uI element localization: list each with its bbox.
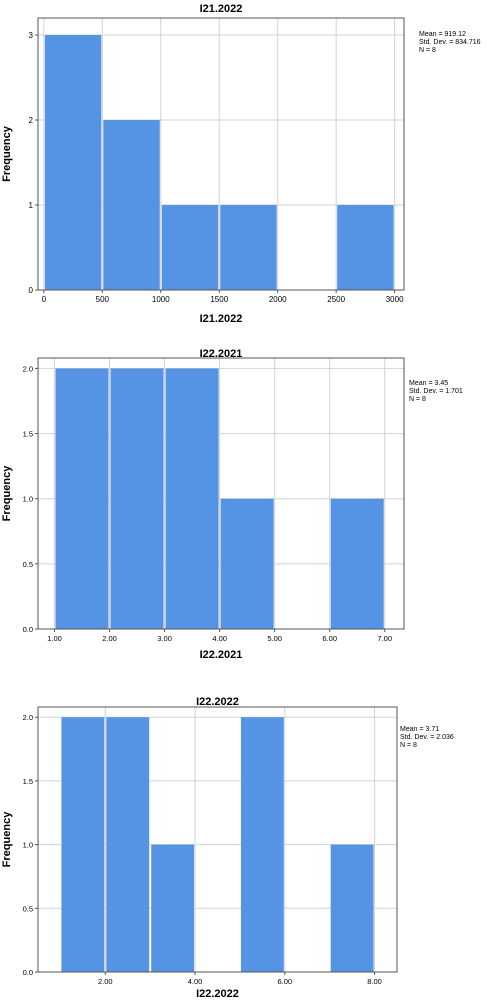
y-axis-label: Frequency <box>1 465 13 522</box>
y-axis-label: Frequency <box>1 811 13 868</box>
x-axis-label: I21.2022 <box>200 313 243 325</box>
histogram-bar <box>337 205 394 290</box>
histogram-bar <box>61 717 105 972</box>
stats-line: Mean = 919.12 <box>419 31 466 38</box>
y-tick-label: 1.0 <box>23 841 33 850</box>
stats-line: N = 8 <box>419 47 436 54</box>
x-tick-label: 4.00 <box>212 634 227 643</box>
plot-frame <box>37 357 405 630</box>
y-tick-label: 0.5 <box>23 560 33 569</box>
histogram-bar <box>330 498 384 629</box>
histogram-bar <box>151 844 195 972</box>
x-tick-label: 3.00 <box>157 634 172 643</box>
histogram-bar <box>106 717 150 972</box>
stats-line: Std. Dev. = 1.701 <box>409 388 463 395</box>
x-tick-label: 5.00 <box>267 634 282 643</box>
y-tick-label: 3 <box>29 31 34 40</box>
chart-title: I22.2021 <box>200 348 243 360</box>
stats-line: Mean = 3.45 <box>409 380 448 387</box>
histogram-i22-2021: 1.00 2.00 3.00 4.00 5.00 6.00 7.00 0.0 0.5 1.0 1.5… <box>1 348 463 661</box>
y-tick-label: 1 <box>29 201 34 210</box>
histogram-bar <box>220 205 277 290</box>
histogram-bar <box>161 205 219 290</box>
histogram-panel-2: 1.00 2.00 3.00 4.00 5.00 6.00 7.00 0.0 0.5 1.0 1.5… <box>0 340 487 675</box>
y-tick-label: 0.0 <box>23 625 33 634</box>
y-tick-label: 2.0 <box>23 713 33 722</box>
chart-title: I21.2022 <box>200 3 243 15</box>
y-tick-label: 0 <box>29 286 34 295</box>
y-tick-label: 1.5 <box>23 430 33 439</box>
x-tick-label: 8.00 <box>367 977 382 986</box>
x-tick-label: 6.00 <box>322 634 337 643</box>
plot-frame <box>37 17 405 291</box>
stats-line: N = 8 <box>400 742 417 749</box>
x-tick-label: 6.00 <box>278 977 293 986</box>
stats-line: N = 8 <box>409 396 426 403</box>
histogram-bar <box>55 368 109 629</box>
y-tick-label: 0.0 <box>23 968 33 977</box>
x-axis-label: I22.2021 <box>200 649 243 661</box>
x-tick-label: 2.00 <box>98 977 113 986</box>
stats-line: Std. Dev. = 834.716 <box>419 39 481 46</box>
histogram-bar <box>103 120 160 290</box>
histogram-bar <box>240 717 284 972</box>
y-tick-label: 2 <box>29 116 34 125</box>
histogram-i21-2022: 0 500 1000 1500 2000 2500 3000 0 1 2 3 I21.2022 I21.… <box>1 3 481 325</box>
histogram-panel-3: 2.00 4.00 6.00 8.00 0.0 0.5 1.0 1.5 2.0 I22.2022 I… <box>0 685 487 1003</box>
histogram-i22-2022: 2.00 4.00 6.00 8.00 0.0 0.5 1.0 1.5 2.0 I22.2022 I… <box>1 696 454 1000</box>
histogram-panel-1: 0 500 1000 1500 2000 2500 3000 0 1 2 3 I21.2022 I21.… <box>0 0 487 335</box>
histogram-bar <box>330 844 374 972</box>
x-tick-label: 0 <box>42 295 47 304</box>
y-tick-label: 1.5 <box>23 777 33 786</box>
y-axis-label: Frequency <box>1 125 13 182</box>
x-tick-label: 2000 <box>269 295 287 304</box>
y-tick-label: 1.0 <box>23 495 33 504</box>
y-tick-label: 2.0 <box>23 364 33 373</box>
x-tick-label: 1.00 <box>47 634 62 643</box>
chart-title: I22.2022 <box>196 696 239 708</box>
histogram-bar <box>110 368 164 629</box>
x-tick-label: 1500 <box>210 295 228 304</box>
x-tick-label: 2.00 <box>102 634 117 643</box>
histogram-bar <box>44 35 102 290</box>
histogram-bar <box>165 368 219 629</box>
x-tick-label: 4.00 <box>188 977 203 986</box>
x-tick-label: 1000 <box>152 295 170 304</box>
plot-frame <box>37 706 398 973</box>
x-tick-label: 3000 <box>386 295 404 304</box>
y-tick-label: 0.5 <box>23 904 33 913</box>
x-tick-label: 7.00 <box>377 634 392 643</box>
stats-line: Mean = 3.71 <box>400 726 439 733</box>
x-tick-label: 500 <box>96 295 110 304</box>
x-tick-label: 2500 <box>327 295 345 304</box>
x-axis-label: I22.2022 <box>196 988 239 1000</box>
histogram-bar <box>220 498 274 629</box>
stats-line: Std. Dev. = 2.036 <box>400 734 454 741</box>
